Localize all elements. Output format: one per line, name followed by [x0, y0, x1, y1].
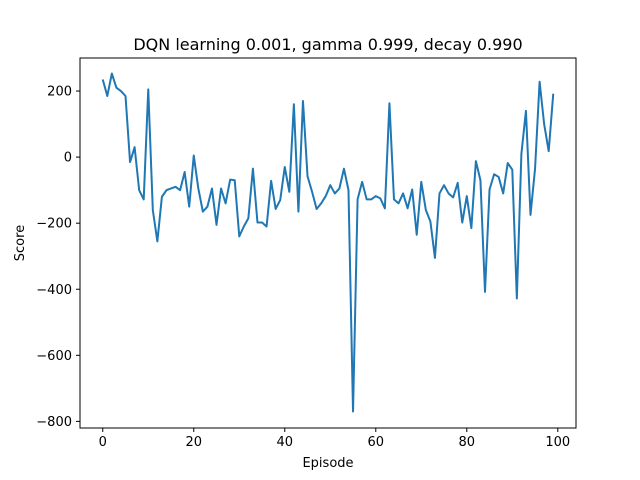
axes-frame — [79, 57, 577, 429]
y-tick-label: 0 — [64, 151, 72, 166]
series-line-score — [101, 72, 555, 413]
x-tick-label: 40 — [276, 435, 293, 450]
y-axis-ticks: −800 −600 −400 −200 0 200 — [36, 85, 80, 430]
x-axis-label: Episode — [302, 456, 353, 471]
x-tick-label: 60 — [368, 435, 385, 450]
y-axis-label: Score — [13, 225, 28, 261]
y-tick-label: −600 — [36, 349, 72, 364]
plot-area — [79, 57, 577, 429]
x-axis-ticks: 0 20 40 60 80 100 — [99, 428, 570, 450]
y-tick-label: 200 — [47, 85, 72, 100]
x-tick-label: 20 — [185, 435, 202, 450]
y-tick-label: −800 — [36, 415, 72, 430]
x-tick-label: 100 — [545, 435, 570, 450]
y-tick-label: −200 — [36, 217, 72, 232]
x-tick-label: 0 — [99, 435, 107, 450]
chart-title: DQN learning 0.001, gamma 0.999, decay 0… — [133, 35, 522, 54]
y-tick-label: −400 — [36, 283, 72, 298]
x-tick-label: 80 — [459, 435, 476, 450]
